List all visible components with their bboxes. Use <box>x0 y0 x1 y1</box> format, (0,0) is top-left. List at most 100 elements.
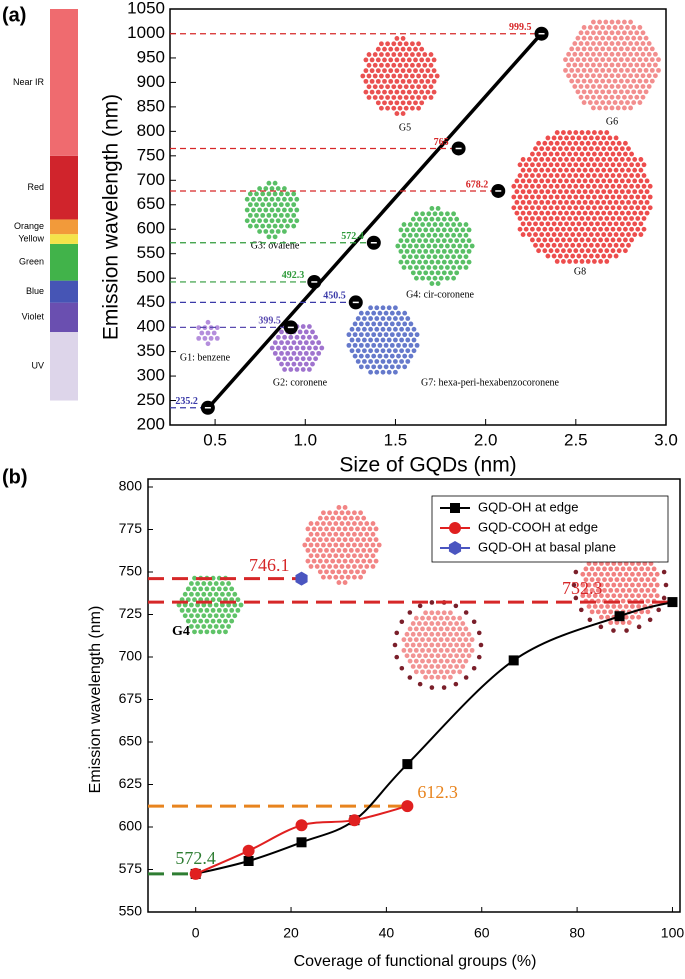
atom <box>607 242 613 248</box>
atom <box>432 265 438 270</box>
atom <box>545 253 551 259</box>
spectrum-band <box>50 332 78 401</box>
atom <box>383 364 389 370</box>
atom <box>644 189 650 195</box>
atom <box>363 89 369 95</box>
atom <box>454 259 460 265</box>
atom <box>625 57 630 63</box>
atom <box>612 89 618 95</box>
atom <box>372 73 378 79</box>
atom <box>410 73 415 79</box>
atom <box>410 52 415 57</box>
atom <box>640 51 646 57</box>
atom <box>403 105 409 111</box>
atom <box>651 577 657 583</box>
atom <box>380 316 386 321</box>
atom <box>300 356 306 362</box>
atom <box>520 232 526 237</box>
atom <box>619 221 625 227</box>
atom <box>579 216 585 221</box>
atom <box>413 615 419 621</box>
atom <box>616 205 622 211</box>
legend-marker <box>450 503 460 513</box>
atom <box>373 526 379 532</box>
spectrum-band <box>50 219 78 235</box>
atom <box>365 321 370 327</box>
atom <box>407 243 413 249</box>
atom <box>426 232 432 238</box>
atom <box>176 602 182 608</box>
atom <box>397 41 403 47</box>
atom <box>396 353 401 359</box>
atom <box>588 253 594 259</box>
atom <box>324 569 329 575</box>
atom <box>517 194 523 200</box>
atom <box>588 167 594 173</box>
atom <box>310 340 315 346</box>
atom <box>207 613 213 619</box>
atom <box>584 94 590 100</box>
atom <box>623 151 628 157</box>
y-tick-label: 850 <box>137 96 165 115</box>
y-tick-label: 750 <box>119 563 143 579</box>
atom <box>641 226 647 232</box>
atom <box>426 243 432 249</box>
atom <box>545 167 551 173</box>
atom <box>582 199 588 205</box>
atom <box>618 35 624 41</box>
atom <box>416 62 421 68</box>
atom <box>429 631 435 637</box>
atom <box>581 78 587 84</box>
atom <box>607 135 613 141</box>
atom <box>557 178 563 184</box>
atom <box>432 647 438 653</box>
atom <box>591 62 596 68</box>
atom <box>567 130 572 135</box>
atom <box>425 57 431 63</box>
functional-group <box>399 665 405 671</box>
atom <box>370 521 376 526</box>
atom <box>285 350 291 356</box>
atom <box>628 62 633 68</box>
atom <box>613 146 619 152</box>
y-tick-label: 300 <box>137 366 165 385</box>
atom <box>520 167 526 173</box>
atom <box>414 275 419 281</box>
atom <box>570 167 576 173</box>
atom <box>637 89 643 95</box>
atom <box>420 232 425 238</box>
atom <box>407 254 413 260</box>
atom <box>625 100 630 105</box>
atom <box>619 157 625 162</box>
atom <box>613 253 619 259</box>
atom <box>420 637 425 643</box>
atom <box>411 326 417 332</box>
atom <box>414 254 419 260</box>
atom <box>616 216 622 221</box>
atom <box>588 210 594 216</box>
atom <box>383 310 389 316</box>
atom <box>632 167 638 173</box>
atom <box>307 324 312 329</box>
atom <box>616 194 622 200</box>
atom <box>355 547 360 553</box>
atom <box>620 598 626 604</box>
atom <box>585 162 591 168</box>
spectrum-label: Green <box>19 257 44 267</box>
atom <box>573 216 579 221</box>
atom <box>451 637 456 643</box>
atom <box>607 157 613 162</box>
atom <box>413 100 418 106</box>
y-tick-label: 400 <box>137 317 165 336</box>
y-axis-title: Emission wavelength (nm) <box>100 94 123 340</box>
atom <box>557 157 563 162</box>
atom <box>342 526 348 532</box>
atom <box>435 248 441 254</box>
atom <box>542 205 548 211</box>
atom <box>419 100 425 106</box>
atom <box>595 189 600 195</box>
marker <box>614 611 625 622</box>
atom <box>333 553 339 559</box>
atom <box>444 647 450 653</box>
atom <box>454 653 459 659</box>
